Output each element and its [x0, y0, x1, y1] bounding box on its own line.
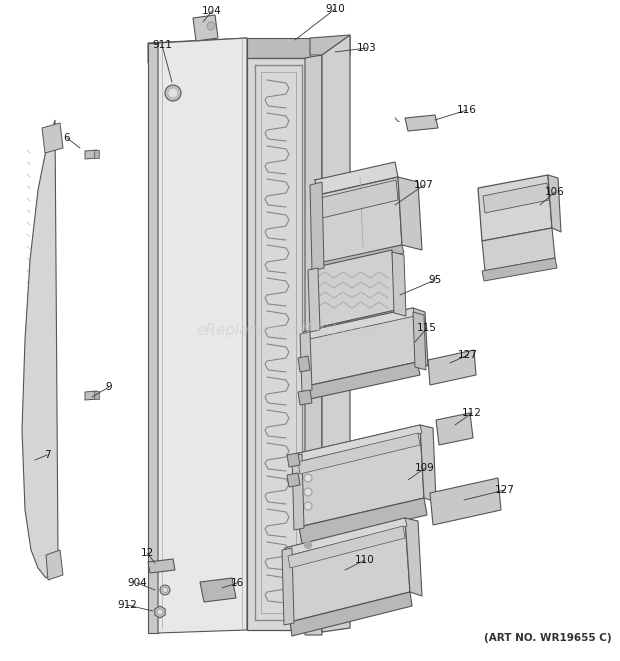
- Polygon shape: [247, 38, 310, 58]
- Text: 103: 103: [357, 43, 377, 53]
- Polygon shape: [413, 308, 428, 366]
- Polygon shape: [482, 258, 557, 281]
- Text: 106: 106: [545, 187, 565, 197]
- Polygon shape: [318, 177, 402, 263]
- Polygon shape: [420, 425, 436, 502]
- Polygon shape: [316, 310, 399, 340]
- Polygon shape: [290, 592, 412, 636]
- Polygon shape: [46, 550, 63, 580]
- Polygon shape: [42, 123, 63, 153]
- Text: 104: 104: [202, 6, 222, 16]
- Circle shape: [306, 475, 311, 481]
- Polygon shape: [287, 473, 300, 487]
- Circle shape: [207, 22, 215, 30]
- Polygon shape: [303, 308, 417, 386]
- Text: 110: 110: [355, 555, 375, 565]
- Text: 16: 16: [231, 578, 244, 588]
- Circle shape: [304, 541, 311, 549]
- Text: 115: 115: [417, 323, 437, 333]
- Text: eReplacementParts.com: eReplacementParts.com: [197, 323, 383, 338]
- Polygon shape: [430, 478, 501, 525]
- Polygon shape: [308, 268, 320, 332]
- Polygon shape: [200, 578, 236, 602]
- Polygon shape: [548, 175, 561, 232]
- Text: 910: 910: [325, 4, 345, 14]
- Polygon shape: [298, 433, 420, 474]
- Polygon shape: [148, 38, 247, 63]
- Polygon shape: [94, 150, 99, 158]
- Polygon shape: [312, 250, 396, 328]
- Polygon shape: [307, 362, 420, 399]
- Polygon shape: [282, 548, 294, 625]
- Polygon shape: [310, 35, 350, 55]
- Text: 7: 7: [43, 450, 50, 460]
- Polygon shape: [298, 356, 310, 372]
- Polygon shape: [303, 308, 415, 340]
- Text: 116: 116: [457, 105, 477, 115]
- Polygon shape: [287, 453, 300, 467]
- Polygon shape: [300, 332, 312, 392]
- Polygon shape: [405, 115, 438, 131]
- Polygon shape: [247, 58, 310, 630]
- Polygon shape: [398, 177, 422, 250]
- Text: 9: 9: [105, 382, 112, 392]
- Polygon shape: [22, 120, 58, 578]
- Polygon shape: [318, 245, 404, 271]
- Text: 109: 109: [415, 463, 435, 473]
- Polygon shape: [295, 425, 424, 527]
- Circle shape: [304, 474, 312, 482]
- Polygon shape: [148, 559, 175, 573]
- Polygon shape: [310, 182, 324, 271]
- Circle shape: [306, 490, 311, 494]
- Polygon shape: [392, 252, 406, 316]
- Polygon shape: [285, 518, 407, 556]
- Polygon shape: [413, 312, 426, 370]
- Text: 911: 911: [152, 40, 172, 50]
- Circle shape: [304, 488, 312, 496]
- Text: 107: 107: [414, 180, 434, 190]
- Polygon shape: [299, 498, 427, 544]
- Polygon shape: [320, 180, 398, 218]
- Polygon shape: [436, 413, 473, 445]
- Text: (ART NO. WR19655 C): (ART NO. WR19655 C): [484, 633, 612, 643]
- Text: 912: 912: [117, 600, 137, 610]
- Polygon shape: [478, 175, 552, 241]
- Circle shape: [304, 502, 312, 510]
- Polygon shape: [428, 350, 476, 385]
- Polygon shape: [292, 454, 304, 530]
- Text: 6: 6: [64, 133, 70, 143]
- Polygon shape: [85, 150, 97, 159]
- Polygon shape: [288, 526, 405, 568]
- Polygon shape: [94, 391, 99, 399]
- Text: 112: 112: [462, 408, 482, 418]
- Circle shape: [162, 588, 167, 592]
- Text: 904: 904: [127, 578, 147, 588]
- Circle shape: [168, 88, 178, 98]
- Circle shape: [160, 585, 170, 595]
- Circle shape: [306, 504, 311, 508]
- Polygon shape: [482, 228, 555, 271]
- Polygon shape: [483, 183, 549, 213]
- Text: 95: 95: [428, 275, 441, 285]
- Polygon shape: [298, 390, 312, 405]
- Polygon shape: [315, 162, 398, 195]
- Polygon shape: [148, 43, 158, 633]
- Text: 12: 12: [140, 548, 154, 558]
- Polygon shape: [193, 15, 218, 41]
- Circle shape: [157, 609, 163, 615]
- Polygon shape: [295, 425, 422, 462]
- Polygon shape: [285, 518, 410, 622]
- Text: 127: 127: [495, 485, 515, 495]
- Polygon shape: [85, 391, 97, 400]
- Polygon shape: [322, 35, 350, 632]
- Polygon shape: [155, 606, 165, 618]
- Polygon shape: [305, 55, 322, 635]
- Polygon shape: [158, 38, 247, 633]
- Polygon shape: [405, 518, 422, 596]
- Circle shape: [165, 85, 181, 101]
- Text: 127: 127: [458, 350, 478, 360]
